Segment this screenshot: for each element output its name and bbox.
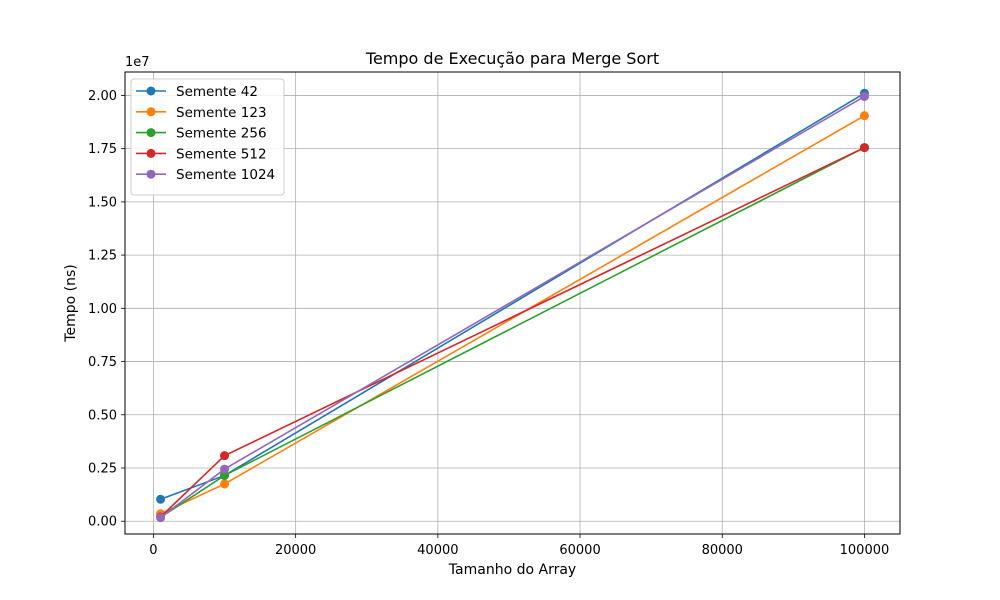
legend-marker	[146, 107, 156, 117]
data-point	[859, 91, 869, 101]
legend-item: Semente 512	[136, 146, 267, 162]
x-tick-label: 80000	[702, 543, 743, 558]
legend-label: Semente 512	[176, 146, 267, 162]
y-tick-label: 1.25	[88, 249, 117, 264]
series-semente-1024	[156, 91, 869, 523]
x-tick-label: 60000	[559, 543, 600, 558]
x-tick-label: 100000	[840, 543, 890, 558]
data-point	[220, 470, 230, 480]
y-axis-label: Tempo (ns)	[63, 264, 79, 342]
plot-frame	[124, 71, 901, 535]
data-point	[220, 451, 230, 461]
y-axis-offset-label: 1e7	[125, 55, 150, 70]
y-tick-label: 1.75	[88, 142, 117, 157]
legend-box	[130, 78, 285, 196]
legend-item: Semente 42	[136, 84, 258, 100]
x-tick-label: 20000	[275, 543, 316, 558]
data-series	[156, 88, 869, 523]
y-tick-label: 0.50	[88, 408, 117, 423]
axis-ticks: 0 20000 40000 60000 80000 100000 0.00 0.25 0.50 0…	[88, 89, 889, 558]
data-point	[859, 143, 869, 153]
legend-item: Semente 256	[136, 126, 267, 142]
y-tick-label: 0.75	[88, 355, 117, 370]
legend-label: Semente 1024	[176, 167, 275, 183]
x-tick-label: 0	[149, 543, 157, 558]
legend-label: Semente 256	[176, 126, 267, 142]
data-point	[859, 111, 869, 121]
y-tick-label: 1.00	[88, 302, 117, 317]
data-point	[220, 479, 230, 489]
legend-label: Semente 123	[176, 105, 267, 121]
legend-item: Semente 1024	[136, 167, 275, 183]
grid-lines	[125, 72, 900, 534]
y-tick-label: 0.00	[88, 515, 117, 530]
data-point	[156, 494, 166, 504]
legend-item: Semente 123	[136, 105, 267, 121]
legend-marker	[146, 169, 156, 179]
data-point	[156, 513, 166, 523]
y-tick-label: 2.00	[88, 89, 117, 104]
legend-marker	[146, 128, 156, 138]
x-tick-label: 40000	[417, 543, 458, 558]
x-axis-label: Tamanho do Array	[448, 562, 576, 578]
y-tick-label: 0.25	[88, 462, 117, 477]
data-point	[220, 464, 230, 474]
chart-title: Tempo de Execução para Merge Sort	[365, 49, 659, 68]
y-tick-label: 1.50	[88, 195, 117, 210]
legend-marker	[146, 148, 156, 158]
legend-marker	[146, 86, 156, 96]
legend: Semente 42 Semente 123 Semente 256 Semente …	[130, 78, 285, 196]
legend-label: Semente 42	[176, 84, 258, 100]
